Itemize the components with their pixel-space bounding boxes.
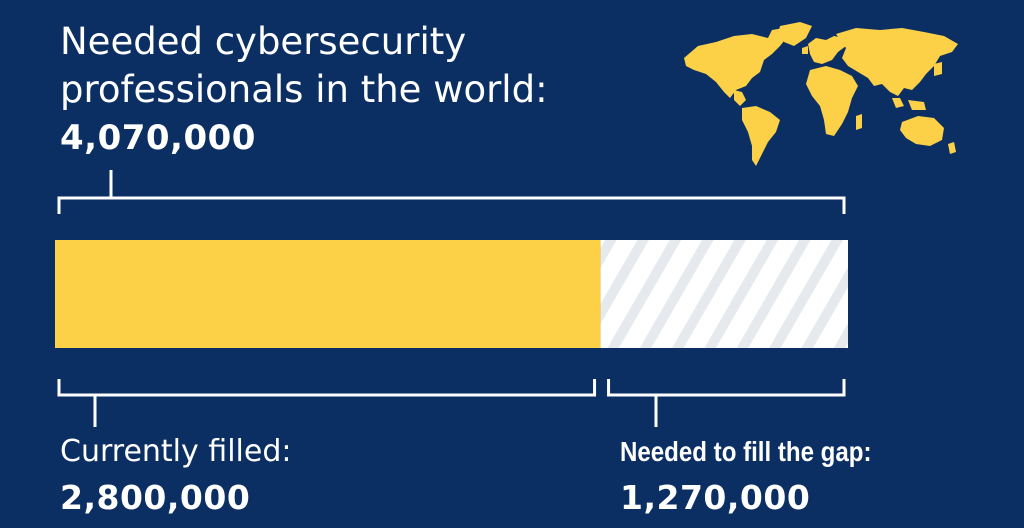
world-map-icon [684,22,958,166]
bar-segment-filled [55,240,601,348]
total-value: 4,070,000 [60,118,256,158]
bar-segment-gap [600,240,848,348]
chart-title: Needed cybersecurity professionals in th… [60,20,548,111]
segment-value-gap: 1,270,000 [620,478,811,517]
segment-label-filled: Currently filled: [60,434,292,469]
total-bracket [57,196,846,214]
segment-label-gap: Needed to fill the gap: [620,436,872,467]
segment-value-filled: 2,800,000 [60,478,251,517]
gap-bracket [607,379,846,397]
filled-bracket [57,379,597,397]
